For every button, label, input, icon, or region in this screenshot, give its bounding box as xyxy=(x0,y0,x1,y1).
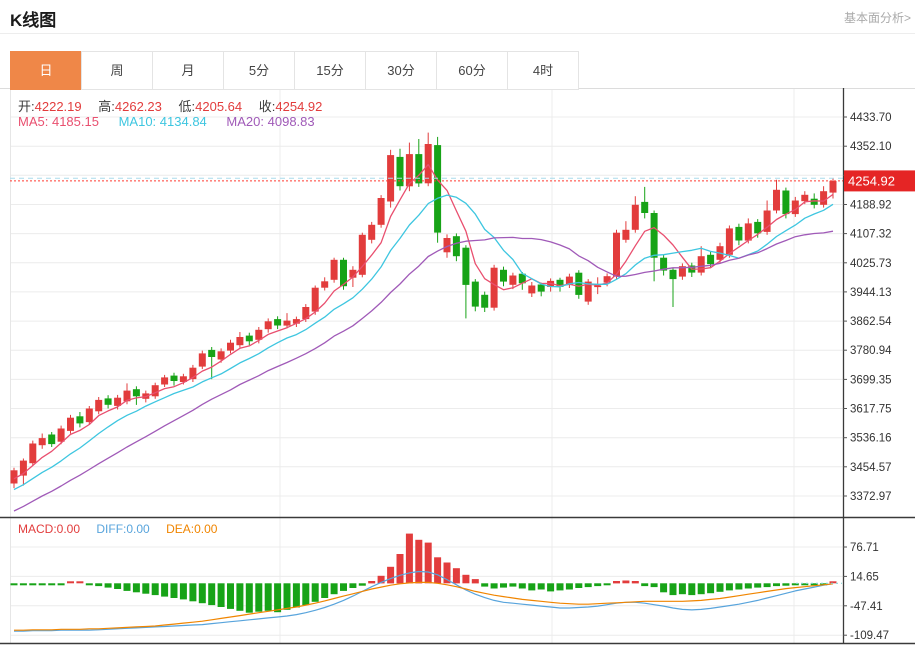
axis-tick-label: 76.71 xyxy=(850,542,879,554)
axis-tick-label: 4188.92 xyxy=(850,200,892,212)
axis-tick-label: -47.41 xyxy=(850,601,883,613)
tab-week[interactable]: 周 xyxy=(81,51,153,90)
fundamental-analysis-link[interactable]: 基本面分析> xyxy=(843,11,911,25)
close-value: 4254.92 xyxy=(275,99,323,114)
dea-value: 0.00 xyxy=(194,522,218,536)
ma10-value: 4134.84 xyxy=(159,114,207,129)
axis-tick-label: 3862.54 xyxy=(850,316,892,328)
tab-30min[interactable]: 30分 xyxy=(365,51,437,90)
close-label: 收: xyxy=(258,99,276,114)
axis-tick-label: 3617.75 xyxy=(850,404,892,416)
last-price-badge xyxy=(844,170,915,192)
axis-tick-label: 3454.57 xyxy=(850,462,892,474)
macd-value: 0.00 xyxy=(56,522,81,536)
axis-tick-label: 3944.13 xyxy=(850,287,892,299)
ma20-label: MA20: xyxy=(226,114,264,129)
tab-15min[interactable]: 15分 xyxy=(294,51,366,90)
ma5-label: MA5: xyxy=(18,114,49,129)
low-label: 低: xyxy=(178,99,196,114)
period-tabbar: 日 周 月 5分 15分 30分 60分 4时 xyxy=(10,51,579,90)
ma10-label: MA10: xyxy=(118,114,157,129)
dea-label: DEA: xyxy=(166,522,195,536)
axis-tick-label: 4107.32 xyxy=(850,229,892,241)
axis-tick-label: 14.65 xyxy=(850,571,879,583)
tab-month[interactable]: 月 xyxy=(152,51,224,90)
ma-readout: MA5: 4185.15 MA10: 4134.84 MA20: 4098.83 xyxy=(18,114,315,129)
axis-tick-label: 3699.35 xyxy=(850,374,892,386)
ma20-value: 4098.83 xyxy=(267,114,315,129)
macd-readout: MACD:0.00 DIFF:0.00 DEA:0.00 xyxy=(18,522,217,536)
axis-tick-label: 3780.94 xyxy=(850,345,892,357)
open-value: 4222.19 xyxy=(34,99,82,114)
axis-tick-label: 4025.73 xyxy=(850,258,892,270)
macd-label: MACD: xyxy=(18,522,57,536)
page-title: K线图 xyxy=(10,11,57,30)
low-value: 4205.64 xyxy=(195,99,243,114)
title-divider xyxy=(0,33,915,34)
tab-4hour[interactable]: 4时 xyxy=(507,51,579,90)
ma5-value: 4185.15 xyxy=(51,114,99,129)
axis-tick-label: 3372.97 xyxy=(850,491,892,503)
high-value: 4262.23 xyxy=(114,99,162,114)
open-label: 开: xyxy=(18,99,35,114)
ohlc-readout: 开:4222.19 高:4262.23 低:4205.64 收:4254.92 xyxy=(18,96,322,115)
diff-value: 0.00 xyxy=(126,522,150,536)
axis-tick-label: -109.47 xyxy=(850,630,889,642)
axis-tick-label: 3536.16 xyxy=(850,433,892,445)
tab-day[interactable]: 日 xyxy=(10,51,82,90)
diff-label: DIFF: xyxy=(96,522,127,536)
tab-5min[interactable]: 5分 xyxy=(223,51,295,90)
axis-tick-label: 4433.70 xyxy=(850,112,892,124)
tab-60min[interactable]: 60分 xyxy=(436,51,508,90)
last-price-badge-text: 4254.92 xyxy=(848,173,895,188)
high-label: 高: xyxy=(98,99,115,114)
axis-tick-label: 4352.10 xyxy=(850,141,892,153)
